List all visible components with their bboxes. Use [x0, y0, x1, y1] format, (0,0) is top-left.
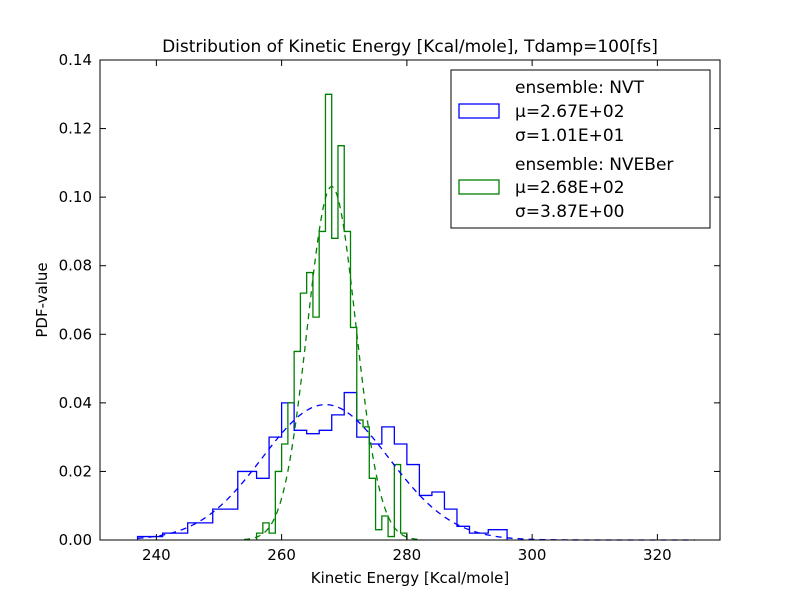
- y-axis-label: PDF-value: [33, 262, 51, 337]
- y-tick-label: 0.08: [59, 257, 92, 275]
- y-tick-label: 0.10: [59, 188, 92, 206]
- fit-curve-series-1: [243, 185, 420, 541]
- legend-nvt-sigma: σ=1.01E+01: [515, 126, 625, 146]
- series-layer: [136, 93, 508, 540]
- legend-nvt-mu: μ=2.67E+02: [515, 102, 625, 122]
- fit-curve-series-0: [137, 403, 695, 541]
- legend-nvt-ensemble: ensemble: NVT: [515, 78, 645, 98]
- legend-swatch-nveber: [458, 179, 500, 195]
- x-tick-label: 300: [518, 546, 547, 564]
- legend: ensemble: NVT μ=2.67E+02 σ=1.01E+01 ense…: [450, 69, 711, 229]
- histogram-series-0: [136, 391, 508, 540]
- y-tick-label: 0.04: [59, 394, 92, 412]
- legend-frame: [450, 69, 711, 229]
- legend-nveber-mu: μ=2.68E+02: [515, 178, 625, 198]
- legend-nveber-sigma: σ=3.87E+00: [515, 202, 625, 222]
- fit-layer: [137, 185, 695, 541]
- y-tick-label: 0.02: [59, 462, 92, 480]
- y-tick-label: 0.14: [59, 51, 92, 69]
- legend-swatch-nvt: [458, 103, 500, 119]
- x-tick-label: 260: [267, 546, 296, 564]
- x-axis: 240 260 280 300 320: [142, 60, 672, 564]
- x-tick-label: 280: [393, 546, 422, 564]
- y-tick-label: 0.00: [59, 531, 92, 549]
- x-tick-label: 240: [142, 546, 171, 564]
- y-tick-label: 0.12: [59, 120, 92, 138]
- plot-border: [99, 59, 721, 541]
- legend-nveber-ensemble: ensemble: NVEBer: [515, 155, 673, 175]
- y-axis: 0.00 0.02 0.04 0.06 0.08 0.10 0.12 0.14: [59, 51, 720, 549]
- chart-title: Distribution of Kinetic Energy [Kcal/mol…: [162, 37, 658, 57]
- histogram-series-1: [255, 93, 408, 540]
- x-axis-label: Kinetic Energy [Kcal/mole]: [311, 569, 509, 587]
- y-tick-label: 0.06: [59, 325, 92, 343]
- x-tick-label: 320: [643, 546, 672, 564]
